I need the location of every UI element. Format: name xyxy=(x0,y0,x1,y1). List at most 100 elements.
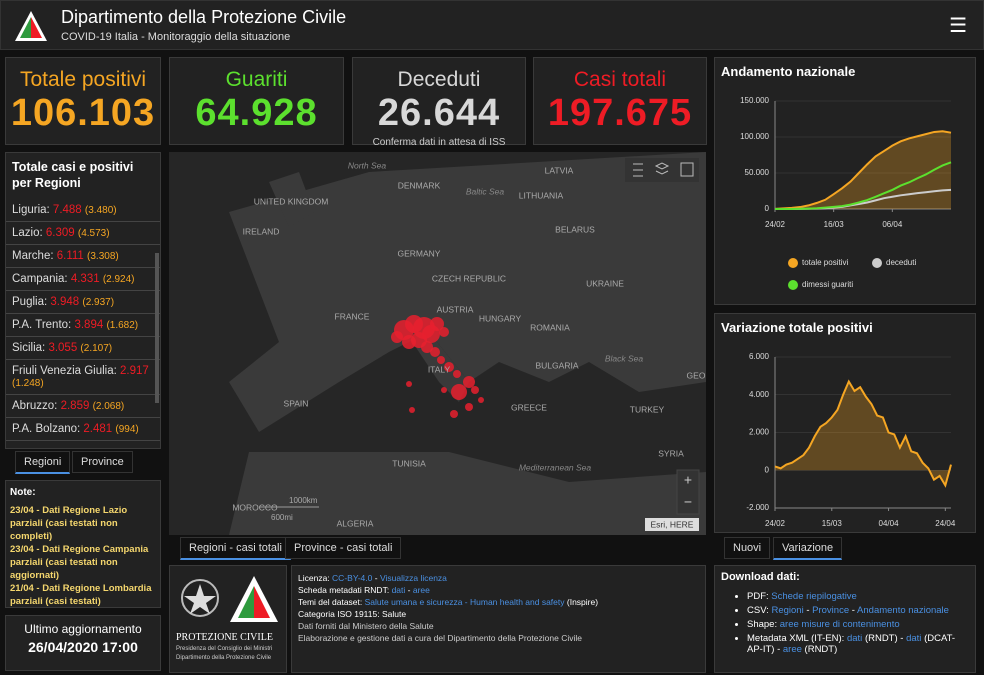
region-row: Marche: 6.111 (3.308) xyxy=(6,245,160,268)
note-line: 21/04 - Dati Regione Lombardia parziali … xyxy=(10,583,152,607)
link[interactable]: dati xyxy=(906,633,922,644)
info-line: PDF: Schede riepilogative xyxy=(747,591,969,602)
y-tick-label: 0 xyxy=(765,204,770,213)
link[interactable]: Schede riepilogative xyxy=(771,591,857,602)
link[interactable]: dati xyxy=(846,633,863,644)
region-total: 7.488 xyxy=(52,204,82,216)
link[interactable]: Andamento nazionale xyxy=(857,605,949,616)
x-tick-label: 24/02 xyxy=(765,220,786,229)
info-line: Dati forniti dal Ministero della Salute xyxy=(298,621,699,631)
tab[interactable]: Province xyxy=(72,451,133,473)
map-label: UNITED KINGDOM xyxy=(254,196,329,206)
bubble xyxy=(391,331,403,343)
line xyxy=(774,130,952,210)
y-tick-label: 4.000 xyxy=(749,390,770,399)
map-label: Mediterranean Sea xyxy=(519,462,592,472)
tab[interactable]: Variazione xyxy=(773,537,843,560)
chart: 0 50.000 100.000 150.000 24/02 16/03 06/04 tota… xyxy=(740,96,952,290)
download-panel: Download dati: PDF: Schede riepilogative… xyxy=(714,565,976,673)
link[interactable]: CC-BY-4.0 xyxy=(332,573,373,583)
bubble xyxy=(439,327,449,337)
map-labels: North Sea DENMARK Baltic Sea LATVIA LITH… xyxy=(232,160,705,528)
link[interactable]: Visualizza licenza xyxy=(379,573,447,583)
area xyxy=(775,131,951,209)
region-positive: (994) xyxy=(115,424,139,435)
region-row: P.A. Trento: 3.894 (1.682) xyxy=(6,314,160,337)
link[interactable]: dati xyxy=(391,585,406,595)
region-total: 2.917 xyxy=(120,365,149,377)
link[interactable]: aree misure di contenimento xyxy=(779,619,900,630)
bubble xyxy=(471,386,479,394)
region-row: Campania: 4.331 (2.924) xyxy=(6,268,160,291)
link[interactable]: aree xyxy=(412,585,430,595)
legend-swatch xyxy=(788,280,798,290)
text: PDF: xyxy=(747,591,769,602)
regions-title: Totale casi e positivi per Regioni xyxy=(12,160,134,190)
tab[interactable]: Nuovi xyxy=(724,537,771,559)
map-label: BULGARIA xyxy=(536,360,579,370)
info-line: Metadata XML (IT-EN): dati (RNDT) - dati… xyxy=(747,633,969,655)
text: Categoria ISO 19115: xyxy=(298,609,380,619)
header: Dipartimento della Protezione Civile COV… xyxy=(0,0,984,50)
region-positive: (2.924) xyxy=(102,274,135,285)
toolbar-icons[interactable] xyxy=(633,162,694,177)
map-label: CZECH REPUBLIC xyxy=(432,273,506,283)
bubble xyxy=(451,384,467,400)
region-row: Sicilia: 3.055 (2.107) xyxy=(6,337,160,360)
map-label: ROMANIA xyxy=(530,322,570,332)
x-tick-label: 24/02 xyxy=(765,519,786,528)
chart-panel: Variazione totale positivi -2.000 0 2.000 4… xyxy=(714,313,976,533)
regions-panel: Totale casi e positivi per Regioni Ligur… xyxy=(5,152,161,449)
region-positive: (4.573) xyxy=(77,228,110,239)
kpi-label: Casi totali xyxy=(573,68,667,91)
notes-body: 23/04 - Dati Regione Lazio parziali (cas… xyxy=(6,504,160,607)
scrollbar xyxy=(155,253,159,403)
link[interactable]: Regioni xyxy=(771,605,804,616)
region-total: 3.948 xyxy=(50,296,80,308)
download-title: Download dati: xyxy=(721,571,800,583)
tab[interactable]: Province - casi totali xyxy=(285,537,402,559)
area xyxy=(775,381,951,486)
map-label: IRELAND xyxy=(243,226,280,236)
note-line: 23/04 - Dati Regione Lazio parziali (cas… xyxy=(10,505,128,542)
region-positive: (3.480) xyxy=(84,205,117,216)
bubble xyxy=(463,376,475,388)
link[interactable]: Province xyxy=(812,605,850,616)
map-label: UKRAINE xyxy=(586,278,624,288)
text: - xyxy=(407,585,411,595)
bubble xyxy=(444,362,454,372)
region-total: 6.309 xyxy=(45,227,75,239)
info-line: Categoria ISO 19115: Salute xyxy=(298,609,699,619)
zoom-out[interactable]: − xyxy=(684,494,692,510)
zoom-in[interactable]: + xyxy=(684,472,692,488)
kpi-value: 64.928 xyxy=(195,92,318,134)
map-label: SYRIA xyxy=(658,448,684,458)
region-name: Abruzzo: xyxy=(12,400,58,412)
text: Salute xyxy=(381,609,407,619)
link[interactable]: aree xyxy=(782,644,802,655)
bubble xyxy=(409,407,415,413)
menu-icon[interactable]: ☰ xyxy=(949,15,967,37)
kpi-card: Casi totali 197.675 xyxy=(533,57,707,145)
text: - xyxy=(806,605,810,616)
update-label: Ultimo aggiornamento xyxy=(24,622,142,636)
chart: -2.000 0 2.000 4.000 6.000 24/02 15/03 04/04 24/… xyxy=(746,352,956,528)
zoom-control[interactable] xyxy=(676,469,700,515)
map-label: GERMANY xyxy=(398,248,441,258)
text: Dati forniti dal Ministero della Salute xyxy=(298,621,434,631)
tab[interactable]: Regioni - casi totali xyxy=(180,537,291,560)
region-name: Campania: xyxy=(12,273,68,285)
map-label: TURKEY xyxy=(630,404,665,414)
logos xyxy=(181,576,278,622)
tab[interactable]: Regioni xyxy=(15,451,71,474)
bubble xyxy=(430,347,440,357)
bubble xyxy=(437,356,445,364)
link[interactable]: Salute umana e sicurezza - Human health … xyxy=(364,597,565,607)
kpi-value: 106.103 xyxy=(10,92,156,134)
legend-label: dimessi guariti xyxy=(802,280,853,289)
y-tick-label: 6.000 xyxy=(749,352,770,361)
bubble xyxy=(465,403,473,411)
bubble xyxy=(478,397,484,403)
note-line: 23/04 - Dati Regione Campania parziali (… xyxy=(10,544,149,581)
